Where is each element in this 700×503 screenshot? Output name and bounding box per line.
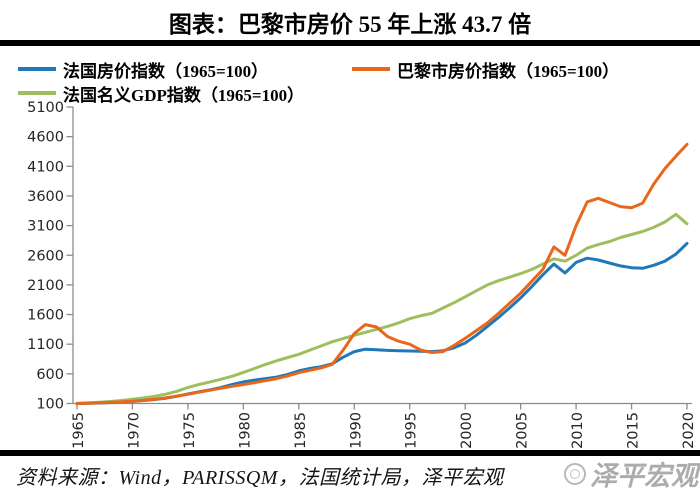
line-swatch-icon [18, 91, 56, 95]
series-line [75, 212, 689, 405]
series-line [75, 142, 689, 405]
x-tick-label: 2015 [626, 412, 642, 449]
legend-label: 巴黎市房价指数（1965=100） [397, 61, 620, 81]
x-tick-label: 1995 [404, 412, 420, 449]
legend-item: 法国名义GDP指数（1965=100） [18, 82, 305, 105]
y-tick-label: 600 [36, 367, 64, 383]
x-tick-label: 1975 [182, 412, 198, 449]
legend-label: 法国名义GDP指数（1965=100） [63, 85, 305, 105]
top-rule [0, 40, 700, 46]
x-tick-label: 1985 [293, 412, 309, 449]
y-tick-label: 3600 [27, 189, 64, 205]
watermark-text: 泽平宏观 [590, 461, 698, 491]
legend-item: 法国房价指数（1965=100） [18, 58, 269, 81]
x-tick-label: 2010 [570, 412, 586, 449]
x-tick-label: 1990 [348, 412, 364, 449]
y-tick-label: 2100 [27, 278, 64, 294]
axes-line [72, 107, 692, 405]
y-tick-label: 4600 [27, 130, 64, 146]
line-swatch-icon [352, 67, 390, 71]
x-tick-label: 1970 [126, 412, 142, 449]
y-tick-label: 1600 [27, 308, 64, 324]
x-tick-label: 1965 [71, 412, 87, 449]
legend-item: 巴黎市房价指数（1965=100） [352, 58, 620, 81]
y-tick-label: 5100 [27, 100, 64, 116]
y-tick-label: 3100 [27, 219, 64, 235]
y-tick-label: 4100 [27, 159, 64, 175]
source-label: 资料来源：Wind，PARISSQM，法国统计局，泽平宏观 [16, 467, 504, 489]
line-swatch-icon [18, 67, 56, 71]
chart-title: 图表：巴黎市房价 55 年上涨 43.7 倍 [168, 12, 532, 37]
y-tick-label: 2600 [27, 248, 64, 264]
legend: 法国房价指数（1965=100） 巴黎市房价指数（1965=100） 法国名义G… [18, 58, 690, 106]
x-tick-label: 2005 [515, 412, 531, 449]
y-tick-label: 1100 [27, 337, 64, 353]
y-tick-label: 100 [36, 397, 64, 413]
bottom-rule [0, 450, 700, 456]
x-tick-label: 1980 [237, 412, 253, 449]
x-tick-label: 2020 [681, 412, 697, 449]
series-line [75, 241, 689, 405]
x-tick-label: 2000 [459, 412, 475, 449]
watermark: 泽平宏观 [564, 454, 698, 493]
zeping-logo-icon [564, 462, 586, 485]
legend-label: 法国房价指数（1965=100） [63, 61, 269, 81]
